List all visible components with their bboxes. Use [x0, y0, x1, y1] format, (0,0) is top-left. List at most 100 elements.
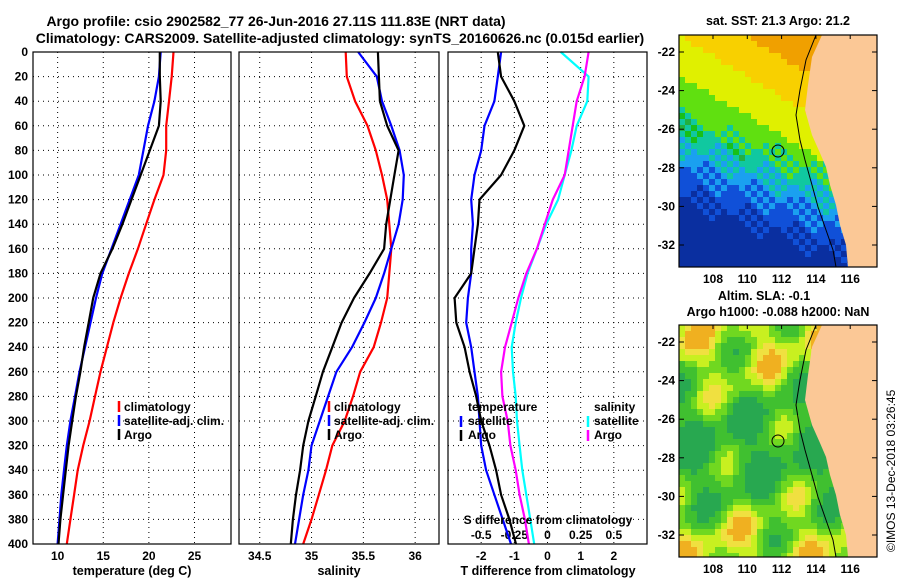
sla-cell [679, 403, 685, 409]
sst-cell [715, 41, 721, 47]
sst-cell [799, 155, 805, 161]
sst-cell [793, 239, 799, 245]
sla-cell [727, 463, 733, 469]
sla-cell [679, 499, 685, 505]
sla-cell [739, 331, 745, 337]
sla-cell [685, 331, 691, 337]
sla-cell [715, 385, 721, 391]
sst-cell [709, 113, 715, 119]
sla-cell [817, 463, 823, 469]
sla-cell [769, 337, 775, 343]
sst-cell [727, 77, 733, 83]
sla-cell [751, 373, 757, 379]
sla-cell [781, 547, 787, 553]
sla-cell [745, 361, 751, 367]
temperature-legend: climatology satellite-adj. clim. Argo [117, 400, 224, 442]
sst-cell [679, 149, 685, 155]
sla-cell [829, 493, 835, 499]
sst-cell [697, 101, 703, 107]
sst-cell [745, 77, 751, 83]
sla-cell [715, 451, 721, 457]
copyright-timestamp: ©IMOS 13-Dec-2018 03:26:45 [884, 389, 898, 552]
sst-cell [691, 59, 697, 65]
sst-cell [739, 101, 745, 107]
sla-cell [733, 415, 739, 421]
sla-cell [769, 451, 775, 457]
sst-cell [823, 215, 829, 221]
sla-cell [829, 553, 835, 557]
sla-cell [697, 367, 703, 373]
sla-cell [787, 499, 793, 505]
sst-cell [733, 227, 739, 233]
sst-cell [781, 161, 787, 167]
sst-cell [691, 125, 697, 131]
sst-cell [685, 233, 691, 239]
sla-cell [703, 385, 709, 391]
sla-cell [811, 541, 817, 547]
sla-cell [733, 469, 739, 475]
sst-cell [829, 251, 835, 257]
sst-cell [715, 203, 721, 209]
sla-cell [727, 331, 733, 337]
sla-cell [727, 337, 733, 343]
sla-cell [721, 433, 727, 439]
sst-cell [817, 203, 823, 209]
sla-cell [691, 451, 697, 457]
sst-cell [745, 119, 751, 125]
sla-cell [805, 499, 811, 505]
sst-cell [751, 47, 757, 53]
sla-cell [727, 511, 733, 517]
sla-cell [733, 553, 739, 557]
sst-cell [715, 251, 721, 257]
sla-cell [757, 439, 763, 445]
sla-cell [817, 505, 823, 511]
sst-cell [787, 53, 793, 59]
sst-cell [745, 53, 751, 59]
sla-cell [739, 541, 745, 547]
sst-cell [721, 59, 727, 65]
sla-cell [817, 541, 823, 547]
sla-cell [811, 439, 817, 445]
sst-cell [697, 35, 703, 41]
sla-cell [685, 439, 691, 445]
sst-cell [799, 191, 805, 197]
sla-cell [787, 547, 793, 553]
sst-cell [715, 53, 721, 59]
sst-cell [811, 143, 817, 149]
sla-cell [817, 517, 823, 523]
sst-cell [835, 257, 841, 263]
sla-cell [745, 415, 751, 421]
sst-cell [745, 143, 751, 149]
sst-cell [715, 233, 721, 239]
sst-cell [745, 137, 751, 143]
sst-cell [763, 77, 769, 83]
sst-cell [751, 173, 757, 179]
sst-cell [679, 101, 685, 107]
sla-cell [733, 433, 739, 439]
sla-cell [775, 481, 781, 487]
sla-cell [751, 343, 757, 349]
sla-cell [775, 523, 781, 529]
sla-cell [781, 421, 787, 427]
sst-cell [691, 95, 697, 101]
sla-cell [679, 481, 685, 487]
sst-cell [679, 179, 685, 185]
sst-cell [787, 95, 793, 101]
sst-cell [805, 143, 811, 149]
sst-cell [691, 83, 697, 89]
y-tick-label: 160 [8, 242, 28, 256]
sst-cell [757, 47, 763, 53]
sla-cell [721, 475, 727, 481]
sla-cell [787, 331, 793, 337]
sst-cell [733, 263, 739, 267]
sla-cell [763, 445, 769, 451]
sst-cell [811, 41, 817, 47]
sla-cell [709, 391, 715, 397]
sla-cell [727, 445, 733, 451]
sla-cell [775, 337, 781, 343]
sla-cell [841, 541, 847, 547]
sst-cell [793, 215, 799, 221]
sla-cell [685, 535, 691, 541]
sst-cell [697, 263, 703, 267]
sst-cell [763, 53, 769, 59]
